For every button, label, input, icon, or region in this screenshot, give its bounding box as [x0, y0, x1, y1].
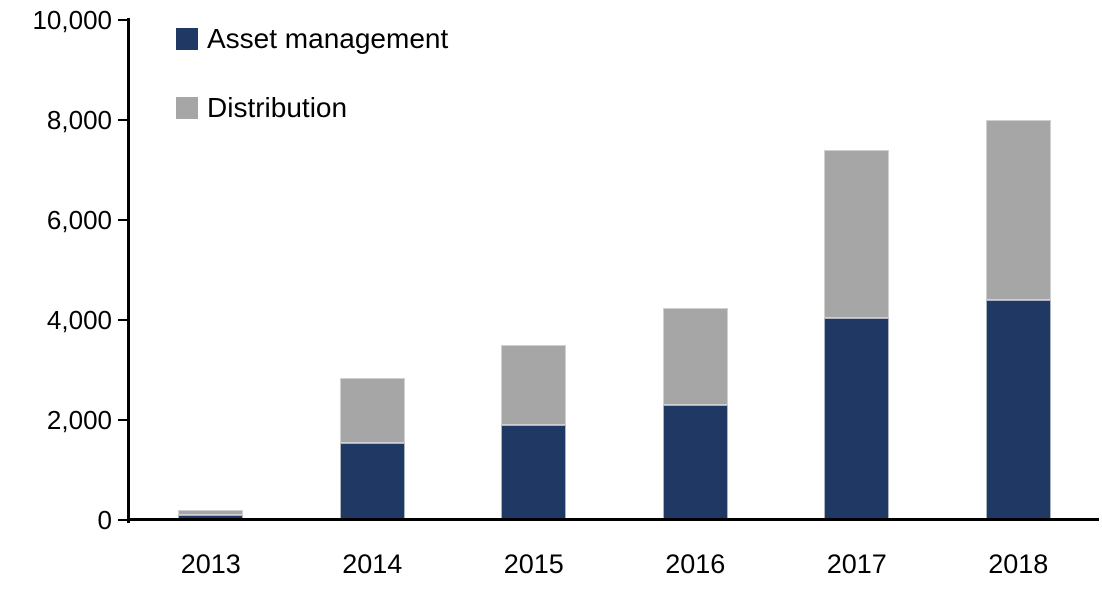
bar-segment-asset-management-2018 — [985, 300, 1051, 520]
bar-segment-distribution-2014 — [339, 377, 405, 443]
y-tick-label: 2,000 — [46, 404, 112, 435]
bar-segment-asset-management-2017 — [824, 317, 890, 520]
y-tick-label: 6,000 — [46, 204, 112, 235]
bar-segment-distribution-2017 — [824, 150, 890, 318]
legend-item-distribution: Distribution — [176, 92, 448, 123]
y-tick-label: 4,000 — [46, 304, 112, 335]
y-tick-label: 10,000 — [32, 5, 112, 35]
y-axis-line — [127, 18, 130, 523]
x-tick-label-2013: 2013 — [180, 549, 241, 579]
y-tick — [118, 318, 127, 321]
y-tick — [118, 218, 127, 221]
bar-segment-distribution-2016 — [662, 307, 728, 406]
legend-swatch-distribution-icon — [176, 97, 198, 119]
y-tick-label: 0 — [97, 504, 112, 535]
x-tick-label-2017: 2017 — [826, 549, 887, 579]
y-tick — [118, 418, 127, 421]
bar-segment-distribution-2015 — [501, 345, 567, 426]
legend-swatch-asset-management-icon — [176, 28, 198, 50]
legend: Asset management Distribution — [176, 23, 449, 123]
x-tick-label-2016: 2016 — [665, 549, 726, 579]
x-axis-line — [127, 518, 1099, 521]
x-tick-label-2014: 2014 — [342, 549, 403, 579]
bar-segment-distribution-2013 — [178, 510, 244, 515]
legend-label-distribution: Distribution — [207, 92, 348, 123]
bar-segment-asset-management-2014 — [339, 442, 405, 520]
bar-segment-asset-management-2015 — [501, 425, 567, 520]
x-tick-label-2018: 2018 — [988, 549, 1049, 579]
y-tick — [118, 19, 127, 21]
y-tick-label: 8,000 — [46, 104, 112, 135]
bar-segment-asset-management-2016 — [662, 405, 728, 520]
x-tick-label-2015: 2015 — [503, 549, 564, 579]
legend-label-asset-management: Asset management — [207, 23, 449, 54]
y-tick — [118, 118, 127, 121]
legend-item-asset-management: Asset management — [176, 23, 449, 54]
bar-segment-distribution-2018 — [985, 120, 1051, 301]
y-tick — [118, 518, 127, 521]
